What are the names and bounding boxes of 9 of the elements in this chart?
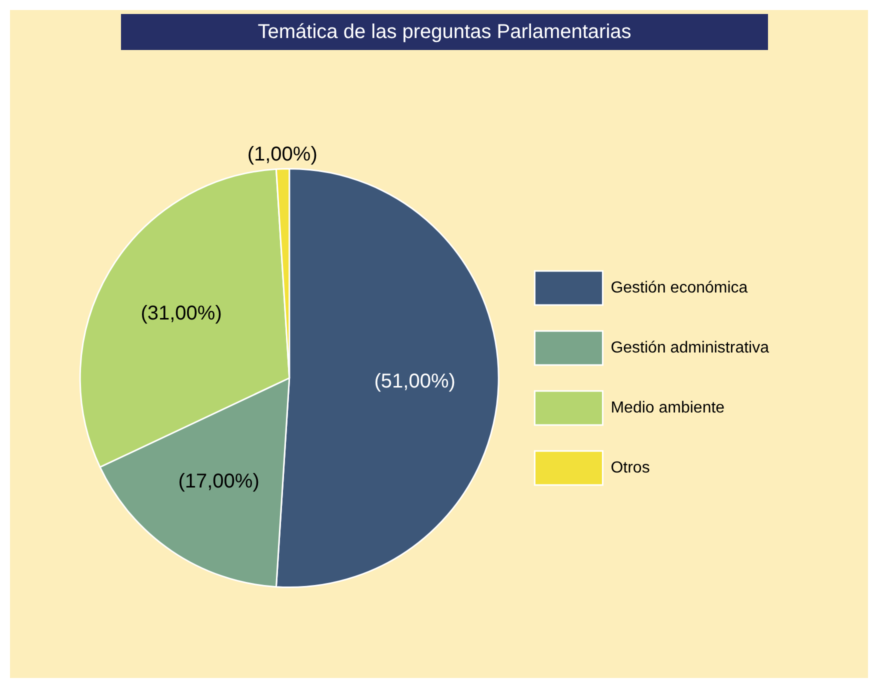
data-label: (1,00%) [247, 143, 318, 166]
legend-label: Otros [610, 459, 650, 476]
data-label: (51,00%) [374, 370, 456, 392]
legend-label: Medio ambiente [610, 399, 725, 416]
legend-label: Gestión económica [610, 279, 748, 296]
data-label: (17,00%) [178, 470, 260, 492]
data-label: (31,00%) [140, 302, 222, 325]
legend-label: Gestión administrativa [610, 339, 770, 356]
chart-title: Temática de las preguntas Parlamentarias [121, 14, 768, 50]
